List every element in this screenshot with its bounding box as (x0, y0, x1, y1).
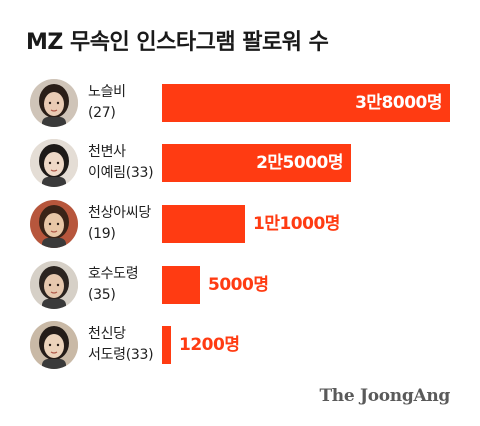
category-label-line2: (19) (88, 226, 116, 242)
category-label-line1: 천변사 (88, 144, 126, 160)
person-photo-icon (30, 261, 78, 309)
category-label-line1: 천상아씨당 (88, 205, 151, 221)
category-label-line2: 이예림(33) (88, 165, 154, 181)
data-label: 2만5000명 (256, 153, 343, 173)
bar (162, 205, 245, 243)
person-photo-icon (30, 200, 78, 248)
data-label: 3만8000명 (355, 93, 442, 113)
bar-row: 호수도령 (35) 5000명 (0, 258, 480, 314)
bar-row: 노슬비 (27) 3만8000명 (0, 76, 480, 132)
chart-title: MZ 무속인 인스타그램 팔로워 수 (26, 30, 329, 55)
category-label: 호수도령 (35) (88, 264, 139, 306)
category-label: 천상아씨당 (19) (88, 203, 151, 245)
avatar (30, 79, 78, 127)
bar (162, 326, 171, 364)
bar (162, 84, 450, 122)
category-label-line2: (27) (88, 105, 116, 121)
avatar (30, 261, 78, 309)
category-label-line2: 서도령(33) (88, 347, 154, 363)
category-label-line1: 노슬비 (88, 84, 126, 100)
person-photo-icon (30, 321, 78, 369)
data-label: 5000명 (208, 275, 269, 295)
person-photo-icon (30, 79, 78, 127)
category-label-line1: 호수도령 (88, 266, 139, 282)
avatar (30, 139, 78, 187)
category-label: 노슬비 (27) (88, 82, 126, 124)
brand-logo: The JoongAng (319, 386, 450, 406)
category-label-line2: (35) (88, 287, 116, 303)
avatar (30, 321, 78, 369)
category-label-line1: 천신당 (88, 326, 126, 342)
bar (162, 144, 351, 182)
person-photo-icon (30, 139, 78, 187)
data-label: 1200명 (179, 335, 240, 355)
data-label: 1만1000명 (253, 214, 340, 234)
bar (162, 266, 200, 304)
avatar (30, 200, 78, 248)
bar-row: 천상아씨당 (19) 1만1000명 (0, 197, 480, 253)
